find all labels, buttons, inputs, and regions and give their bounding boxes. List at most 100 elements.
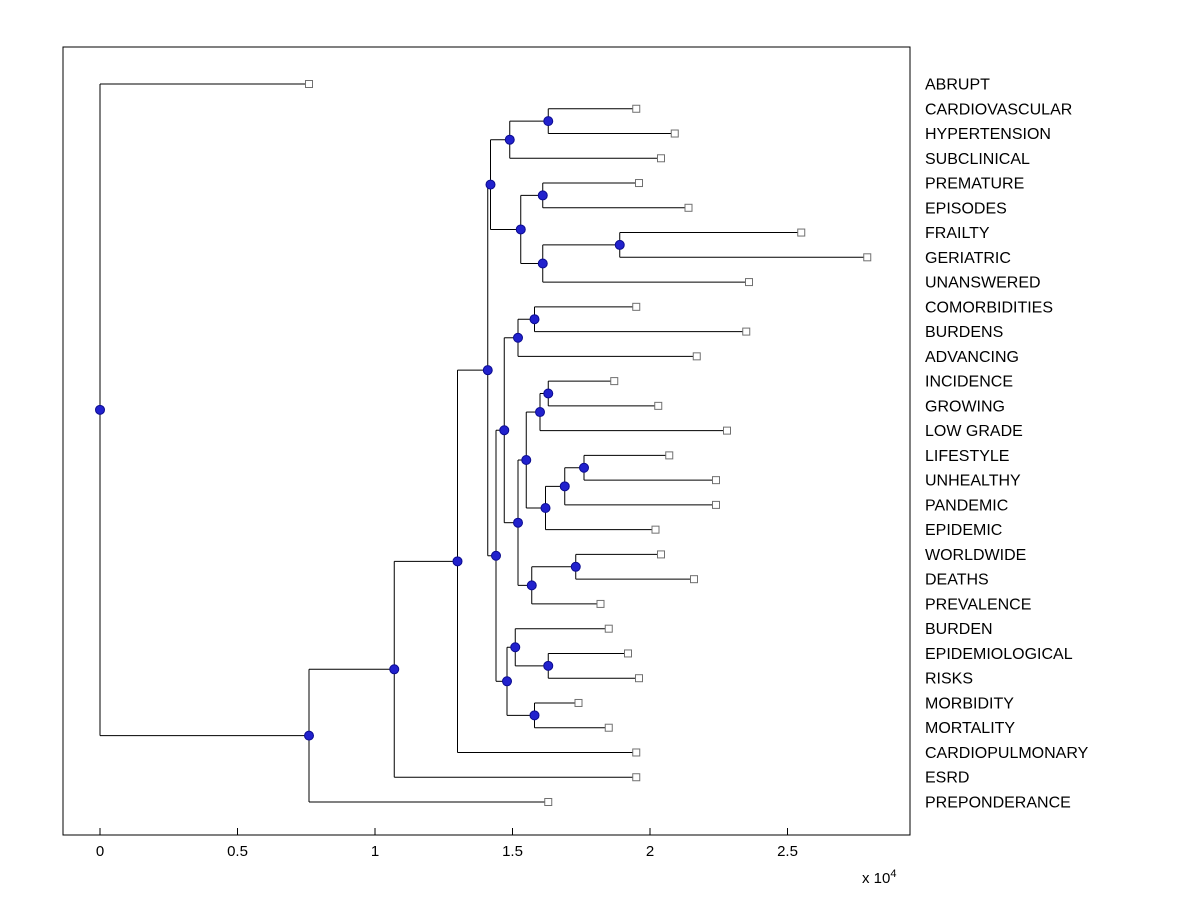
leaf-marker — [654, 401, 663, 410]
leaf-label: SUBCLINICAL — [925, 151, 1030, 168]
leaf-label: CARDIOVASCULAR — [925, 101, 1072, 118]
internal-node-marker — [543, 660, 554, 671]
leaf-label: ESRD — [925, 770, 969, 787]
leaf-label: EPIDEMIC — [925, 522, 1002, 539]
leaf-label: PREPONDERANCE — [925, 794, 1071, 811]
leaf-marker — [632, 104, 641, 113]
multiplier-base: x 10 — [862, 870, 891, 887]
leaf-label: RISKS — [925, 671, 973, 688]
leaf-marker — [635, 674, 643, 683]
leaf-marker — [635, 179, 643, 188]
x-tick-label: 2.5 — [777, 843, 798, 860]
plot-border — [62, 46, 911, 836]
leaf-label: PREVALENCE — [925, 596, 1031, 613]
leaf-marker — [692, 352, 701, 361]
internal-node-marker — [521, 455, 532, 466]
x-tick-label: 1.5 — [502, 843, 523, 860]
internal-node-marker — [529, 314, 540, 325]
x-tick-label: 0.5 — [227, 843, 248, 860]
internal-node-marker — [579, 462, 589, 473]
leaf-marker — [723, 426, 731, 435]
leaf-label: BURDENS — [925, 324, 1003, 341]
internal-node-marker — [95, 404, 105, 415]
internal-node-marker — [510, 642, 521, 653]
internal-node-marker — [537, 190, 548, 201]
leaf-label: FRAILTY — [925, 225, 990, 242]
leaf-label: ABRUPT — [925, 77, 990, 94]
leaf-label: LOW GRADE — [925, 423, 1023, 440]
internal-node-marker — [452, 556, 463, 567]
internal-node-marker — [504, 134, 515, 145]
leaf-label: EPISODES — [925, 200, 1007, 217]
leaf-marker — [305, 80, 313, 88]
leaf-label: MORTALITY — [925, 720, 1015, 737]
internal-node-marker — [543, 388, 554, 399]
leaf-marker — [712, 476, 720, 485]
leaf-marker — [596, 599, 605, 608]
x-tick-label: 0 — [96, 843, 104, 860]
leaf-marker — [632, 773, 641, 782]
leaf-label: INCIDENCE — [925, 374, 1013, 391]
internal-node-marker — [515, 224, 526, 235]
leaf-marker — [690, 575, 698, 584]
leaf-label: CARDIOPULMONARY — [925, 745, 1089, 762]
leaf-marker — [712, 500, 720, 509]
leaf-label: BURDEN — [925, 621, 993, 638]
leaf-marker — [657, 154, 665, 163]
leaf-marker — [610, 377, 619, 386]
leaf-marker — [657, 550, 665, 559]
leaf-label: COMORBIDITIES — [925, 299, 1053, 316]
x-tick-label: 1 — [371, 843, 379, 860]
internal-node-marker — [540, 502, 551, 513]
internal-node-marker — [614, 239, 625, 250]
leaf-marker — [651, 525, 660, 534]
internal-node-marker — [304, 730, 314, 741]
leaf-label: UNANSWERED — [925, 275, 1041, 292]
leaf-marker — [863, 253, 872, 262]
internal-node-marker — [499, 425, 510, 436]
leaf-label: WORLDWIDE — [925, 547, 1026, 564]
leaf-label: UNHEALTHY — [925, 473, 1021, 490]
internal-node-marker — [502, 676, 512, 687]
leaf-marker — [745, 278, 753, 287]
internal-node-marker — [559, 481, 570, 492]
leaf-label: LIFESTYLE — [925, 448, 1009, 465]
internal-node-marker — [482, 365, 493, 376]
internal-node-marker — [491, 550, 501, 561]
leaf-marker — [665, 451, 674, 460]
leaf-marker — [604, 624, 613, 633]
leaf-marker — [797, 228, 806, 237]
internal-node-marker — [535, 407, 545, 418]
leaf-label: MORBIDITY — [925, 695, 1014, 712]
leaf-marker — [632, 302, 641, 311]
leaf-label: GROWING — [925, 398, 1005, 415]
leaf-marker — [670, 129, 679, 138]
leaf-label: DEATHS — [925, 572, 989, 589]
leaf-label: HYPERTENSION — [925, 126, 1051, 143]
internal-node-marker — [529, 710, 540, 721]
x-tick-label: 2 — [646, 843, 654, 860]
internal-node-marker — [537, 258, 548, 269]
leaf-label: GERIATRIC — [925, 250, 1011, 267]
internal-node-marker — [389, 664, 400, 675]
internal-node-marker — [485, 179, 496, 190]
multiplier-exponent: 4 — [890, 868, 897, 880]
leaf-marker — [624, 649, 632, 658]
internal-node-marker — [570, 561, 581, 572]
internal-node-marker — [543, 116, 554, 127]
internal-node-marker — [513, 332, 523, 343]
leaf-marker — [632, 748, 641, 757]
axis-multiplier-label: x 104 — [862, 868, 896, 887]
internal-node-marker — [513, 517, 523, 528]
leaf-marker — [742, 327, 751, 336]
leaf-label: PREMATURE — [925, 176, 1024, 193]
leaf-label: PANDEMIC — [925, 497, 1008, 514]
internal-node-marker — [526, 580, 537, 591]
leaf-label: EPIDEMIOLOGICAL — [925, 646, 1073, 663]
leaf-label: ADVANCING — [925, 349, 1019, 366]
leaf-marker — [684, 203, 693, 212]
leaf-marker — [544, 797, 553, 806]
leaf-marker — [574, 698, 583, 707]
